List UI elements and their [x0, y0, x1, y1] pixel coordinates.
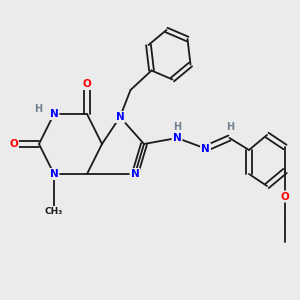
Text: N: N — [50, 169, 58, 179]
Text: H: H — [34, 104, 43, 115]
Text: N: N — [50, 109, 58, 119]
Text: H: H — [226, 122, 234, 133]
Text: O: O — [82, 79, 91, 89]
Text: N: N — [201, 143, 210, 154]
Text: CH₃: CH₃ — [45, 207, 63, 216]
Text: H: H — [173, 122, 181, 133]
Text: O: O — [280, 191, 290, 202]
Text: N: N — [130, 169, 140, 179]
Text: N: N — [172, 133, 182, 143]
Text: N: N — [116, 112, 124, 122]
Text: O: O — [9, 139, 18, 149]
